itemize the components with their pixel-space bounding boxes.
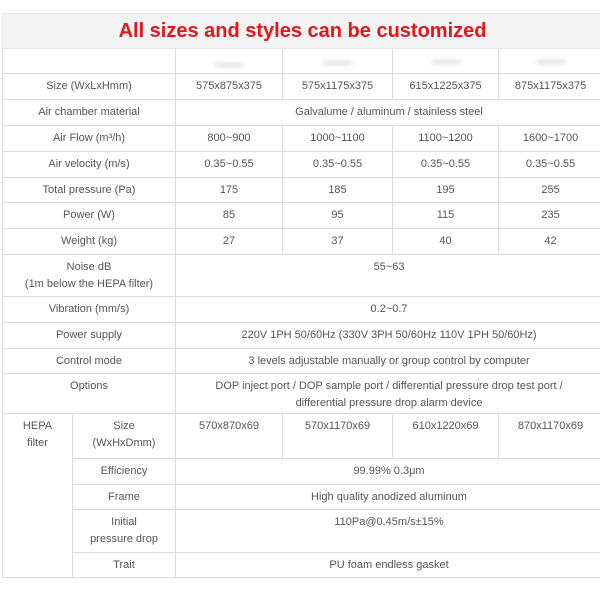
row-label: Size (WxLxHmm) bbox=[2, 73, 176, 100]
row-hepa-frame: Frame High quality anodized aluminum bbox=[3, 484, 600, 510]
row-hepa-initial-pressure-drop: Initial pressure drop 110Pa@0.45m/s±15% bbox=[3, 509, 600, 553]
row-hepa-size: HEPA filter Size (WxHxDmm) 570x870x69 570x… bbox=[2, 413, 600, 578]
cell: 1000~1100 bbox=[282, 125, 393, 152]
row-label: Air chamber material bbox=[2, 99, 176, 126]
row-label: Air Flow (m³/h) bbox=[2, 125, 176, 152]
row-power-supply: Power supply 220V 1PH 50/60Hz (330V 3PH … bbox=[2, 322, 600, 349]
row-label: Vibration (mm/s) bbox=[2, 296, 176, 323]
row-hepa-efficiency: Efficiency 99.99% 0.3μm bbox=[3, 458, 600, 485]
cell: 115 bbox=[392, 202, 499, 229]
row-label: Options bbox=[2, 373, 176, 414]
cell: 195 bbox=[392, 177, 499, 203]
cell: 575x875x375 bbox=[175, 73, 283, 100]
label-line: Initial bbox=[111, 516, 137, 528]
product-image-row bbox=[2, 48, 600, 74]
cell: 610x1220x69 bbox=[392, 413, 499, 459]
cell: 875x1175x375 bbox=[497, 73, 600, 100]
label-line: Noise dB bbox=[66, 261, 112, 273]
row-label: Weight (kg) bbox=[2, 228, 176, 255]
row-label: Frame bbox=[72, 484, 176, 510]
cell: 220V 1PH 50/60Hz (330V 3PH 50/60Hz 110V … bbox=[174, 322, 600, 349]
spec-table: All sizes and styles can be customized S… bbox=[1, 13, 600, 578]
cell: 99.99% 0.3μm bbox=[174, 458, 600, 485]
cell: 800~900 bbox=[175, 125, 283, 152]
spec-table-container: All sizes and styles can be customized S… bbox=[1, 13, 600, 578]
cell: 0.35~0.55 bbox=[497, 151, 600, 178]
row-label: Power supply bbox=[2, 322, 176, 349]
cell: 0.35~0.55 bbox=[282, 151, 393, 178]
label-line: HEPA bbox=[22, 420, 53, 432]
row-label: Power (W) bbox=[2, 202, 176, 229]
row-options: Options DOP inject port / DOP sample por… bbox=[2, 373, 600, 414]
row-label: Trait bbox=[72, 552, 176, 578]
cell: 42 bbox=[497, 228, 600, 255]
product-image bbox=[497, 48, 600, 74]
row-weight: Weight (kg) 27 37 40 42 bbox=[2, 228, 600, 255]
cell: DOP inject port / DOP sample port / diff… bbox=[174, 373, 600, 414]
label-line: (WxHxDmm) bbox=[92, 437, 156, 449]
cell: High quality anodized aluminum bbox=[174, 484, 600, 510]
cell: 85 bbox=[175, 202, 283, 229]
value-line: DOP inject port / DOP sample port / diff… bbox=[215, 380, 563, 392]
row-noise: Noise dB (1m below the HEPA filter) 55~63 bbox=[2, 254, 600, 297]
row-label: Air velocity (m/s) bbox=[2, 151, 176, 178]
cell: 1600~1700 bbox=[497, 125, 600, 152]
hepa-group-label: HEPA filter bbox=[2, 413, 73, 578]
cell: 37 bbox=[282, 228, 393, 255]
label-line: Size bbox=[113, 420, 135, 432]
row-label: Size (WxHxDmm) bbox=[72, 413, 176, 459]
row-air-chamber: Air chamber material Galvalume / aluminu… bbox=[2, 99, 600, 126]
product-image bbox=[175, 48, 283, 74]
row-label: Control mode bbox=[2, 348, 176, 374]
title-row: All sizes and styles can be customized bbox=[1, 13, 600, 49]
cell: 110Pa@0.45m/s±15% bbox=[174, 509, 600, 553]
cell: 3 levels adjustable manually or group co… bbox=[174, 348, 600, 374]
table-title: All sizes and styles can be customized bbox=[1, 13, 600, 49]
cell: 0.35~0.55 bbox=[392, 151, 499, 178]
row-air-flow: Air Flow (m³/h) 800~900 1000~1100 1100~1… bbox=[2, 125, 600, 152]
cell: 185 bbox=[282, 177, 393, 203]
cell: 40 bbox=[392, 228, 499, 255]
row-label: Noise dB (1m below the HEPA filter) bbox=[2, 254, 176, 297]
cell: 615x1225x375 bbox=[392, 73, 499, 100]
label-line: pressure drop bbox=[90, 533, 158, 545]
row-power: Power (W) 85 95 115 235 bbox=[2, 202, 600, 229]
cell: PU foam endless gasket bbox=[174, 552, 600, 578]
cell: 870x1170x69 bbox=[497, 413, 600, 459]
row-control-mode: Control mode 3 levels adjustable manuall… bbox=[2, 348, 600, 374]
value-line: differential pressure drop alarm device bbox=[295, 397, 483, 409]
row-air-velocity: Air velocity (m/s) 0.35~0.55 0.35~0.55 0… bbox=[2, 151, 600, 178]
cell: 175 bbox=[175, 177, 283, 203]
label-line: filter bbox=[27, 437, 48, 449]
row-vibration: Vibration (mm/s) 0.2~0.7 bbox=[2, 296, 600, 323]
cell: 0.2~0.7 bbox=[174, 296, 600, 323]
cell: 1100~1200 bbox=[392, 125, 499, 152]
row-total-pressure: Total pressure (Pa) 175 185 195 255 bbox=[2, 177, 600, 203]
cell: Galvalume / aluminum / stainless steel bbox=[174, 99, 600, 126]
row-hepa-trait: Trait PU foam endless gasket bbox=[3, 552, 600, 578]
cell: 575x1175x375 bbox=[282, 73, 393, 100]
product-image bbox=[392, 48, 499, 74]
image-cell bbox=[2, 48, 176, 74]
row-label: Efficiency bbox=[72, 458, 176, 485]
row-label: Initial pressure drop bbox=[72, 509, 176, 553]
label-line: (1m below the HEPA filter) bbox=[24, 278, 154, 290]
row-label: Total pressure (Pa) bbox=[2, 177, 176, 203]
cell: 570x870x69 bbox=[175, 413, 283, 459]
row-size: Size (WxLxHmm) 575x875x375 575x1175x375 … bbox=[2, 73, 600, 100]
cell: 255 bbox=[497, 177, 600, 203]
cell: 570x1170x69 bbox=[282, 413, 393, 459]
product-image bbox=[282, 48, 393, 74]
cell: 0.35~0.55 bbox=[175, 151, 283, 178]
cell: 235 bbox=[497, 202, 600, 229]
cell: 95 bbox=[282, 202, 393, 229]
cell: 55~63 bbox=[174, 254, 600, 297]
cell: 27 bbox=[175, 228, 283, 255]
